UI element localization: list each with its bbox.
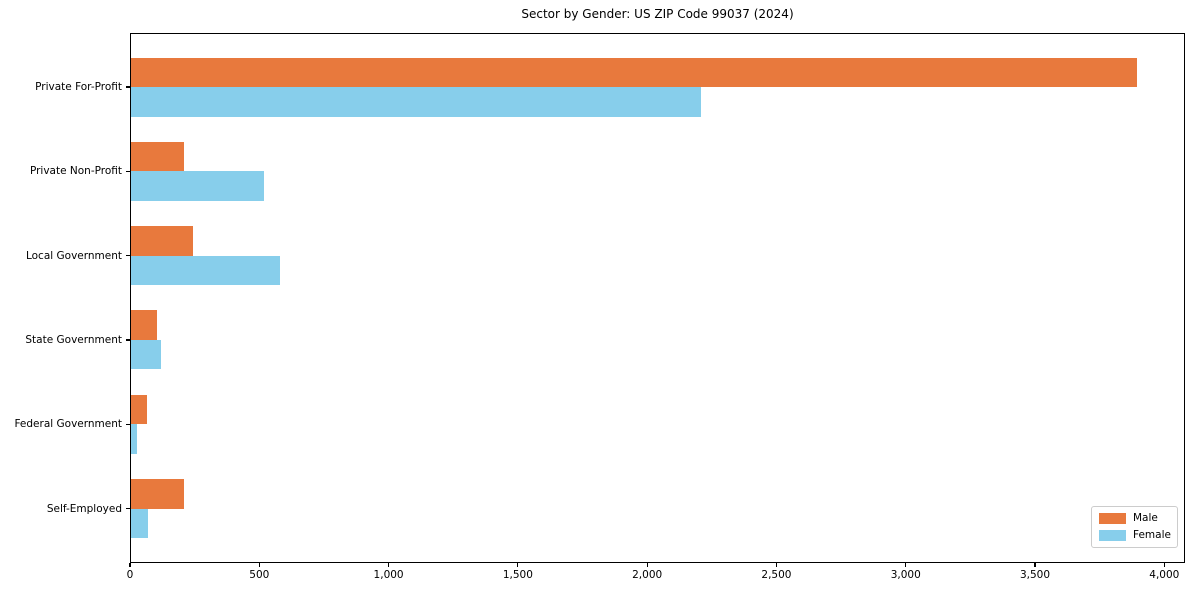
bar-female-5 <box>131 508 148 539</box>
x-tick-mark <box>129 563 131 567</box>
x-tick-mark <box>905 563 907 567</box>
bar-male-2 <box>131 226 194 256</box>
y-tick-label: State Government <box>25 333 122 346</box>
x-tick-mark <box>775 563 778 567</box>
bar-female-2 <box>131 255 280 286</box>
bar-male-4 <box>131 394 147 425</box>
legend-item-female: Female <box>1099 529 1171 542</box>
x-tick-label: 4,000 <box>1149 569 1180 581</box>
y-tick-label: Private For-Profit <box>35 81 122 93</box>
legend-swatch-female <box>1099 530 1126 541</box>
x-tick-mark <box>646 563 648 567</box>
x-tick-label: 1,500 <box>502 569 533 581</box>
y-tick-mark <box>126 86 130 88</box>
bar-male-3 <box>131 310 157 340</box>
x-tick-mark <box>1163 563 1165 567</box>
bar-female-4 <box>131 424 138 454</box>
y-tick-mark <box>126 423 130 425</box>
bar-male-5 <box>131 479 184 509</box>
x-tick-label: 3,000 <box>890 569 921 581</box>
y-tick-mark <box>126 170 130 172</box>
y-tick-label: Self-Employed <box>46 502 122 515</box>
y-tick-label: Local Government <box>25 249 122 262</box>
x-tick-label: 2,500 <box>761 569 792 581</box>
x-tick-mark <box>387 563 390 567</box>
bar-female-3 <box>131 339 161 370</box>
legend-label-male: Male <box>1133 512 1158 525</box>
y-tick-mark <box>126 508 130 510</box>
x-tick-mark <box>1034 563 1036 567</box>
y-tick-label: Private Non-Profit <box>29 165 122 178</box>
bar-male-1 <box>131 141 184 172</box>
chart-title: Sector by Gender: US ZIP Code 99037 (202… <box>521 7 794 21</box>
bar-female-1 <box>131 171 265 201</box>
y-tick-label: Federal Government <box>14 418 122 431</box>
bar-female-0 <box>131 87 702 117</box>
x-tick-label: 2,000 <box>632 569 663 581</box>
x-tick-label: 1,000 <box>373 569 404 581</box>
y-tick-mark <box>126 339 130 341</box>
x-tick-label: 0 <box>126 569 134 581</box>
x-tick-label: 500 <box>249 569 270 581</box>
bar-male-0 <box>131 57 1137 87</box>
legend-swatch-male <box>1099 513 1126 524</box>
legend: Male Female <box>1091 506 1178 548</box>
plot-area <box>130 33 1185 563</box>
y-tick-mark <box>126 255 130 257</box>
legend-item-male: Male <box>1099 513 1170 524</box>
legend-label-female: Female <box>1133 529 1171 542</box>
x-tick-label: 3,500 <box>1019 569 1051 581</box>
x-tick-mark <box>258 563 260 567</box>
x-tick-mark <box>517 563 519 567</box>
